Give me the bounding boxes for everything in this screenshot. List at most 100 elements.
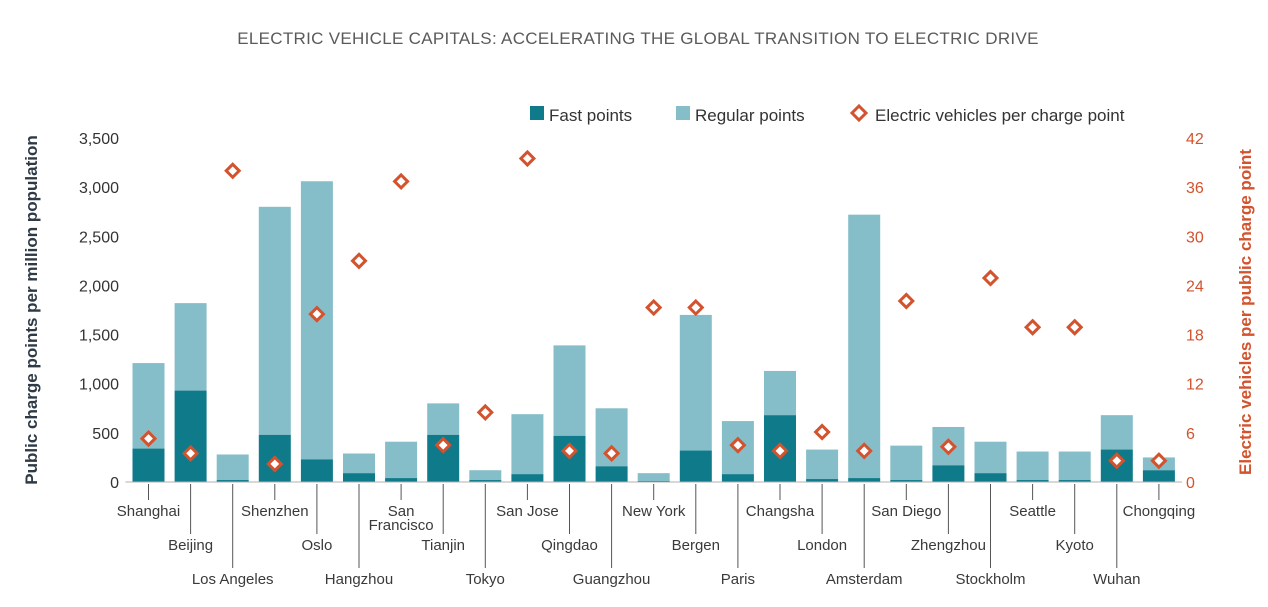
left-tick-label: 1,000 — [79, 377, 119, 394]
ev-marker — [139, 429, 158, 448]
bar-regular — [890, 445, 923, 481]
bar-regular — [1100, 415, 1133, 450]
bar-regular — [216, 454, 249, 481]
right-tick-label: 36 — [1186, 180, 1204, 197]
ev-marker — [981, 269, 1000, 287]
left-tick-label: 3,500 — [79, 131, 119, 148]
bar-regular — [1016, 451, 1049, 481]
bar-regular — [427, 403, 460, 435]
category-label: San — [388, 503, 415, 520]
bar-fast — [679, 450, 712, 482]
category-label: San Jose — [496, 503, 559, 520]
bar-fast — [595, 466, 628, 482]
ev-marker — [224, 162, 242, 180]
legend: Fast points Regular points Electric vehi… — [530, 103, 1125, 125]
bar-fast — [300, 459, 333, 482]
bar-fast — [974, 473, 1007, 482]
right-axis-ticks: 0 6 12 18 24 30 36 42 — [1186, 131, 1204, 492]
ev-marker — [729, 436, 747, 454]
bar-fast — [1016, 480, 1049, 482]
bar-regular — [974, 441, 1007, 474]
bar-regular — [679, 314, 712, 451]
ev-marker — [771, 442, 789, 460]
bar-regular — [1058, 451, 1091, 481]
category-label: Changsha — [746, 503, 815, 520]
bar-fast — [343, 473, 375, 482]
ev-marker — [687, 298, 705, 317]
chart-title: ELECTRIC VEHICLE CAPITALS: ACCELERATING … — [237, 29, 1038, 48]
category-label: Francisco — [369, 517, 434, 534]
bars — [132, 181, 1175, 482]
left-tick-label: 3,000 — [79, 180, 119, 197]
category-label: Los Angeles — [192, 571, 274, 588]
ev-marker — [813, 423, 831, 441]
ev-marker — [350, 252, 368, 270]
category-label: Bergen — [672, 537, 720, 554]
right-tick-label: 30 — [1186, 229, 1204, 246]
bar-fast — [721, 474, 754, 482]
bar-regular — [174, 303, 207, 391]
bar-fast — [1058, 480, 1091, 482]
ev-markers — [139, 149, 1168, 473]
ev-marker — [1066, 318, 1084, 336]
bar-fast — [848, 478, 881, 482]
bar-fast — [216, 480, 249, 482]
right-tick-label: 6 — [1186, 426, 1195, 443]
ev-marker — [855, 442, 873, 460]
right-tick-label: 18 — [1186, 328, 1204, 345]
category-label: Amsterdam — [826, 571, 903, 588]
category-label: San Diego — [871, 503, 941, 520]
category-labels: Shanghai Beijing Los Angeles Shenzhen Oslo Ha… — [117, 484, 1195, 588]
ev-marker — [897, 292, 915, 310]
bar-regular — [848, 214, 881, 479]
ev-marker — [1150, 452, 1168, 470]
right-tick-label: 42 — [1186, 131, 1204, 148]
bar-regular — [469, 470, 502, 481]
bar-regular — [553, 345, 586, 436]
category-label: Chongqing — [1123, 503, 1196, 520]
category-label: Seattle — [1009, 503, 1056, 520]
category-label: Tokyo — [466, 571, 505, 588]
legend-fast-swatch — [530, 106, 544, 120]
bar-fast — [174, 390, 207, 482]
category-label: Shenzhen — [241, 503, 309, 520]
left-tick-label: 2,500 — [79, 229, 119, 246]
bar-regular — [258, 206, 291, 435]
bar-fast — [469, 480, 502, 482]
ev-marker — [1108, 452, 1126, 470]
ev-marker — [308, 305, 326, 323]
legend-ev-marker — [849, 103, 869, 123]
ev-marker — [266, 455, 284, 473]
left-tick-label: 500 — [92, 426, 119, 443]
bar-fast — [1142, 470, 1175, 482]
bar-fast — [932, 465, 965, 482]
category-label: London — [797, 537, 847, 554]
right-tick-label: 0 — [1186, 475, 1195, 492]
category-label: Kyoto — [1056, 537, 1094, 554]
ev-marker — [939, 438, 958, 456]
legend-regular-label: Regular points — [695, 106, 805, 125]
ev-marker — [1023, 318, 1042, 336]
bar-fast — [806, 479, 839, 482]
category-label: Tianjin — [421, 537, 465, 554]
legend-ev-label: Electric vehicles per charge point — [875, 106, 1125, 125]
bar-fast — [890, 480, 923, 482]
left-tick-label: 2,000 — [79, 278, 119, 295]
bar-regular — [806, 449, 839, 480]
bar-fast — [132, 448, 165, 482]
bar-regular — [511, 414, 544, 475]
ev-marker — [434, 436, 452, 454]
category-label: Beijing — [168, 537, 213, 554]
category-label: Qingdao — [541, 537, 598, 554]
right-tick-label: 12 — [1186, 377, 1204, 394]
category-label: Shanghai — [117, 503, 180, 520]
bar-regular — [343, 453, 375, 474]
bar-regular — [637, 473, 670, 482]
bar-fast — [511, 474, 544, 482]
left-tick-label: 1,500 — [79, 328, 119, 345]
legend-fast-label: Fast points — [549, 106, 632, 125]
ev-marker — [518, 149, 537, 168]
y-axis-label-right: Electric vehicles per public charge poin… — [1236, 149, 1255, 475]
category-label: Hangzhou — [325, 571, 393, 588]
category-label: Zhengzhou — [911, 537, 986, 554]
